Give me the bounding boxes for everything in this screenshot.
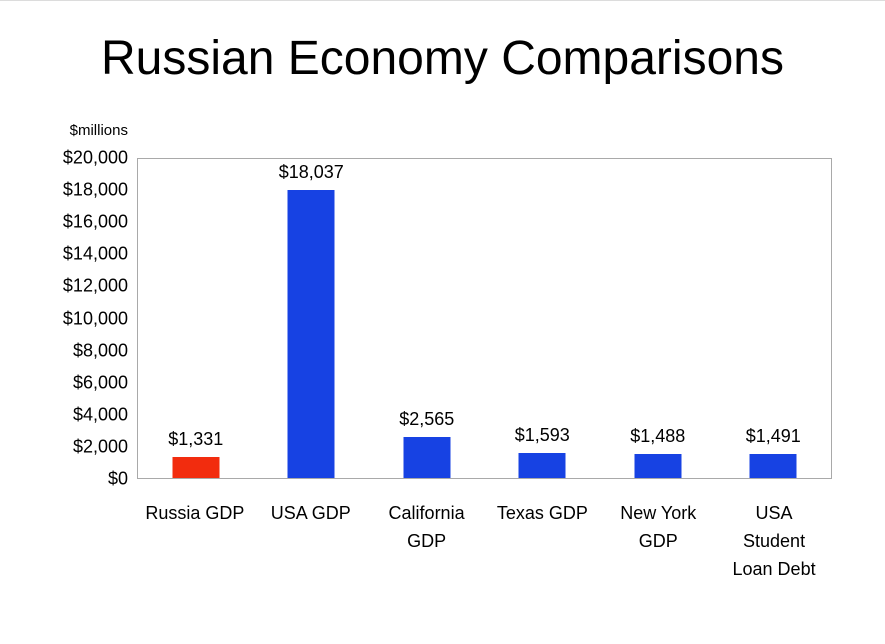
y-axis-tick-label: $8,000 <box>72 340 128 361</box>
y-axis-tick-label: $6,000 <box>72 372 128 393</box>
y-axis-tick-label: $18,000 <box>62 179 128 200</box>
x-axis-label-usa-gdp: USA GDP <box>270 503 351 523</box>
bar-column-russia-gdp: $1,331 <box>138 159 254 478</box>
chart-title: Russian Economy Comparisons <box>101 32 784 85</box>
bar-column-new-york-gdp: $1,488 <box>600 159 716 478</box>
bar-value-label: $2,565 <box>399 409 455 430</box>
bar-column-usa-student-loan-debt: $1,491 <box>716 159 832 478</box>
x-axis-label-texas-gdp: Texas GDP <box>496 503 588 523</box>
plot-area: $1,331 $18,037 $2,565 $1,593 $1,488 $1,491 <box>137 158 832 479</box>
bar-column-texas-gdp: $1,593 <box>485 159 601 478</box>
bar-value-label: $18,037 <box>278 162 344 183</box>
bar-column-california-gdp: $2,565 <box>369 159 485 478</box>
x-axis-label-new-york-gdp: New York GDP <box>620 503 697 551</box>
bar-value-label: $1,593 <box>514 424 570 445</box>
y-axis-units-label: $millions <box>69 122 128 139</box>
y-axis-tick-label: $2,000 <box>72 436 128 457</box>
y-axis-tick-label: $0 <box>107 468 128 489</box>
bar-california-gdp <box>403 437 451 478</box>
y-axis: $20,000 $18,000 $16,000 $14,000 $12,000 $10,0… <box>0 148 128 489</box>
bar-value-label: $1,488 <box>630 426 686 447</box>
x-axis-labels: Russia GDP USA GDP California GDP Texas GDP… <box>137 499 832 583</box>
bar-column-usa-gdp: $18,037 <box>254 159 370 478</box>
bar-usa-student-loan-debt <box>749 454 797 478</box>
y-axis-tick-label: $12,000 <box>62 275 128 296</box>
y-axis-tick-label: $16,000 <box>62 211 128 232</box>
y-axis-tick-label: $14,000 <box>62 243 128 264</box>
x-axis-label-usa-student-loan-debt: USA Student Loan Debt <box>732 503 816 579</box>
y-axis-tick-label: $10,000 <box>62 308 128 328</box>
x-axis-label-california-gdp: California GDP <box>388 503 465 551</box>
bar-usa-gdp <box>287 190 335 478</box>
y-axis-tick-label: $20,000 <box>62 147 128 168</box>
bar-new-york-gdp <box>634 454 682 478</box>
bar-value-label: $1,491 <box>745 426 801 447</box>
x-axis-label-russia-gdp: Russia GDP <box>145 503 245 523</box>
bar-russia-gdp <box>172 456 220 478</box>
bar-texas-gdp <box>518 452 566 478</box>
bar-value-label: $1,331 <box>168 428 224 449</box>
y-axis-tick-label: $4,000 <box>72 404 128 425</box>
